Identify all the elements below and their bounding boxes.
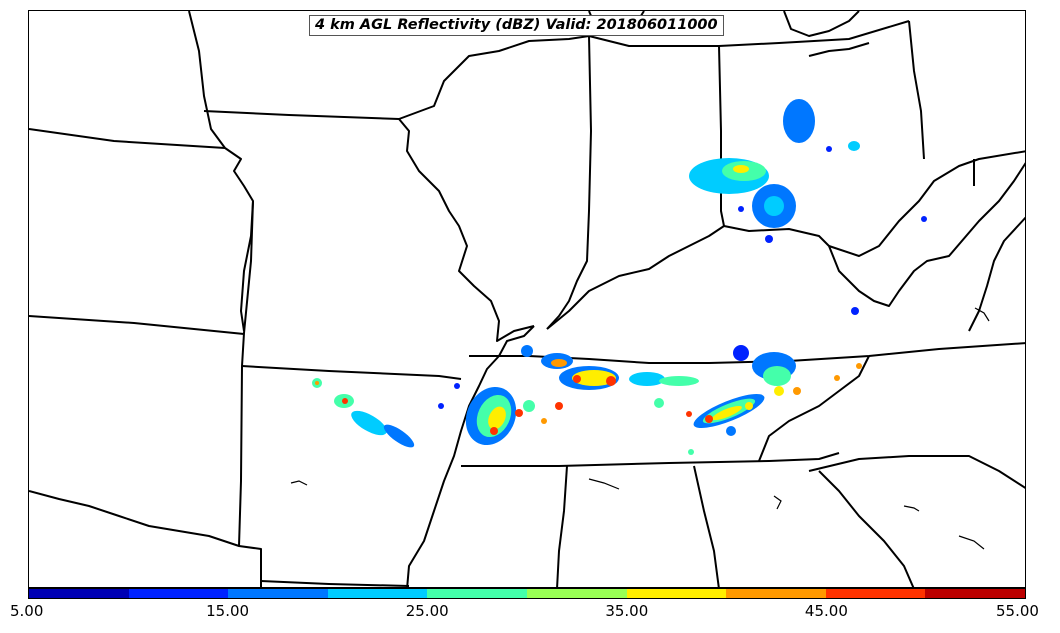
echo-cell <box>572 370 616 386</box>
water-bodies <box>290 307 990 550</box>
echo-cell <box>654 398 664 408</box>
state-line <box>546 35 592 330</box>
echo-cell <box>763 366 791 386</box>
state-line <box>241 365 462 380</box>
echo-cell <box>342 398 348 404</box>
state-line <box>828 150 1025 257</box>
state-line <box>546 162 1025 330</box>
echo-cell <box>541 418 547 424</box>
echo-cell <box>856 363 862 369</box>
colorbar <box>28 588 1026 599</box>
echo-cell <box>826 146 832 152</box>
colorbar-segment <box>327 589 428 598</box>
map-title: 4 km AGL Reflectivity (dBZ) Valid: 20180… <box>309 15 724 36</box>
echo-cell <box>438 403 444 409</box>
echo-cell <box>745 402 753 410</box>
state-line <box>718 20 910 47</box>
colorbar-segment <box>925 589 1025 598</box>
echo-cell <box>765 235 773 243</box>
echo-cell <box>705 415 713 423</box>
colorbar-tick-label: 25.00 <box>405 602 449 620</box>
echo-cell <box>351 410 387 436</box>
echo-cell <box>783 99 815 143</box>
colorbar-segment <box>626 589 727 598</box>
colorbar-segment <box>726 589 826 598</box>
state-line <box>808 455 1025 489</box>
lake-outline <box>808 42 870 57</box>
state-line <box>406 325 535 587</box>
echo-cell <box>848 141 860 151</box>
echo-cell <box>555 402 563 410</box>
echo-cell <box>629 372 665 386</box>
echo-cell <box>659 376 699 386</box>
state-line <box>188 11 254 332</box>
echo-cell <box>521 345 533 357</box>
echo-cell <box>488 406 506 430</box>
colorbar-segment <box>526 589 627 598</box>
reflectivity-echoes <box>312 99 927 455</box>
colorbar-segment <box>427 589 527 598</box>
state-line <box>718 45 725 227</box>
state-line <box>588 35 719 47</box>
colorbar-tick-label: 35.00 <box>605 602 649 620</box>
state-line <box>29 490 240 547</box>
echo-cell <box>733 165 749 173</box>
state-line <box>818 470 915 587</box>
echo-cell <box>551 359 567 367</box>
map-canvas <box>29 11 1025 587</box>
colorbar-tick-label: 55.00 <box>996 602 1039 620</box>
state-boundaries <box>29 11 1025 587</box>
state-line <box>398 35 590 120</box>
echo-cell <box>733 345 749 361</box>
colorbar-tick-label: 5.00 <box>10 602 44 620</box>
echo-cell <box>921 216 927 222</box>
echo-cell <box>490 427 498 435</box>
echo-cell <box>523 400 535 412</box>
echo-cell <box>712 405 742 421</box>
echo-cell <box>383 424 415 448</box>
echo-cell <box>764 196 784 216</box>
echo-cell <box>726 426 736 436</box>
colorbar-segment <box>128 589 229 598</box>
state-line <box>260 580 410 587</box>
map-panel <box>28 10 1026 588</box>
state-line <box>29 315 245 335</box>
echo-cell <box>573 375 581 383</box>
echo-cell <box>606 376 616 386</box>
colorbar-segment <box>228 589 328 598</box>
state-line <box>29 128 226 149</box>
state-line <box>556 465 568 587</box>
echo-cell <box>454 383 460 389</box>
lake-outline <box>783 11 860 37</box>
colorbar-tick-label: 15.00 <box>206 602 250 620</box>
state-line <box>461 452 840 467</box>
state-line <box>968 216 1025 332</box>
colorbar-tick-label: 45.00 <box>804 602 848 620</box>
state-line <box>693 465 720 587</box>
echo-cell <box>515 409 523 417</box>
echo-cell <box>315 381 319 385</box>
colorbar-segment <box>825 589 926 598</box>
state-line <box>203 110 535 342</box>
echo-cell <box>738 206 744 212</box>
echo-cell <box>688 449 694 455</box>
state-line <box>908 20 925 160</box>
state-line <box>238 200 262 587</box>
echo-cell <box>686 411 692 417</box>
state-line <box>758 355 870 462</box>
echo-cell <box>774 386 784 396</box>
echo-cell <box>834 375 840 381</box>
colorbar-segment <box>29 589 129 598</box>
echo-cell <box>793 387 801 395</box>
echo-cell <box>851 307 859 315</box>
